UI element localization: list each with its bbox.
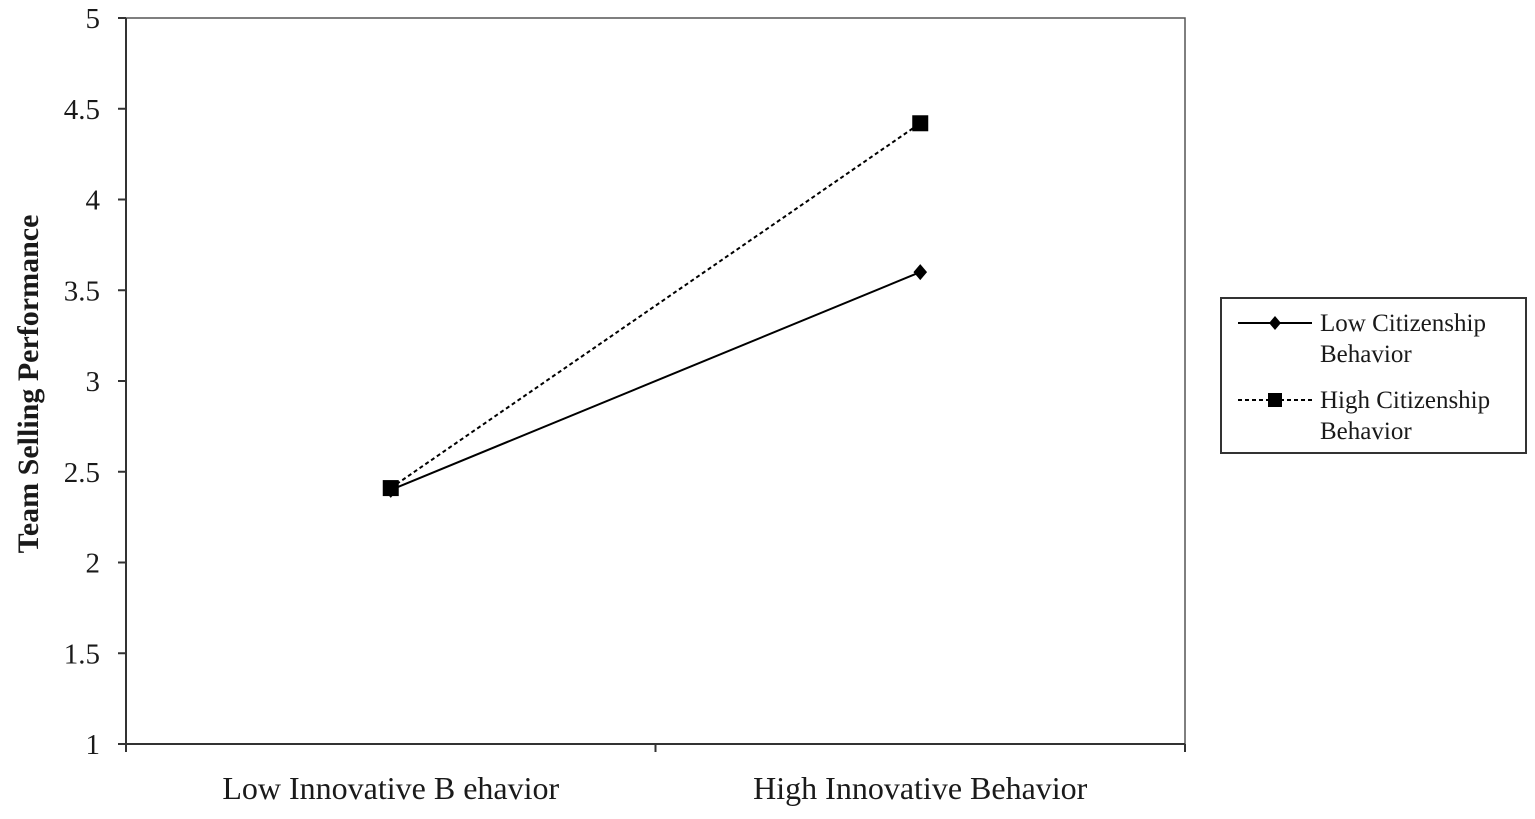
data-point <box>913 264 928 281</box>
series-low-citizenship <box>383 264 928 498</box>
data-point <box>912 115 929 132</box>
x-category-label: Low Innovative B ehavior <box>222 770 559 806</box>
x-category-label: High Innovative Behavior <box>753 770 1087 806</box>
y-tick-label: 3 <box>86 366 101 398</box>
legend-label: Behavior <box>1320 341 1412 368</box>
y-tick-label: 2 <box>86 548 101 580</box>
legend-marker <box>1268 393 1282 407</box>
y-tick-label: 3.5 <box>64 275 100 307</box>
legend-marker <box>1269 316 1281 330</box>
legend-label: Low Citizenship <box>1320 310 1486 337</box>
y-tick-label: 4.5 <box>64 94 100 126</box>
y-tick-label: 2.5 <box>64 457 100 489</box>
y-tick-label: 5 <box>86 3 101 35</box>
legend-label: High Citizenship <box>1320 387 1490 414</box>
y-tick-label: 1.5 <box>64 638 100 670</box>
series-line <box>390 271 921 491</box>
legend: Low Citizenship Behavior High Citizenship B… <box>1220 297 1527 454</box>
legend-label: Behavior <box>1320 418 1412 445</box>
y-axis-ticks: 1 1.5 2 2.5 3 3.5 4 4.5 5 <box>64 3 126 761</box>
series-layer <box>382 115 929 498</box>
y-tick-label: 1 <box>86 729 101 761</box>
data-point <box>382 480 399 497</box>
y-axis-title: Team Selling Performance <box>12 215 45 554</box>
y-tick-label: 4 <box>86 185 101 217</box>
axes: Low Innovative B ehavior High Innovative … <box>125 17 1186 806</box>
series-line <box>390 122 921 489</box>
series-high-citizenship <box>382 115 929 497</box>
